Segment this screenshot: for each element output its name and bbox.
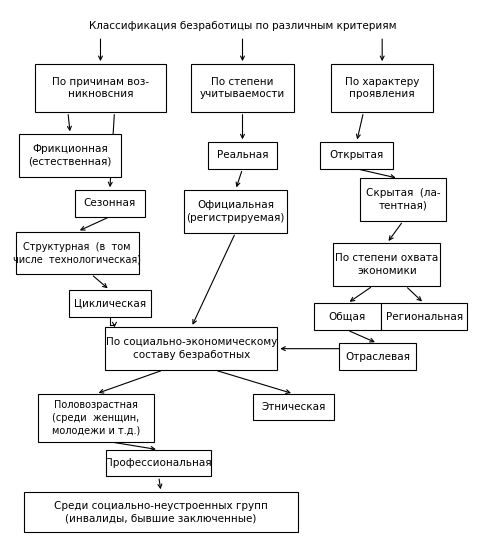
- Text: Отраслевая: Отраслевая: [344, 352, 409, 362]
- FancyBboxPatch shape: [333, 243, 439, 286]
- FancyBboxPatch shape: [24, 492, 298, 532]
- Text: Сезонная: Сезонная: [84, 198, 136, 209]
- Text: Профессиональная: Профессиональная: [105, 458, 212, 468]
- FancyBboxPatch shape: [15, 231, 138, 274]
- Text: Циклическая: Циклическая: [74, 299, 146, 308]
- FancyBboxPatch shape: [330, 64, 433, 112]
- Text: Официальная
(регистрируемая): Официальная (регистрируемая): [186, 200, 284, 223]
- Text: Этническая: Этническая: [261, 402, 325, 412]
- FancyBboxPatch shape: [253, 394, 334, 420]
- Text: По степени охвата
экономики: По степени охвата экономики: [334, 254, 438, 276]
- Text: Структурная  (в  том
числе  технологическая): Структурная (в том числе технологическая…: [13, 242, 141, 264]
- Text: По степени
учитываемости: По степени учитываемости: [199, 77, 285, 99]
- Text: Открытая: Открытая: [329, 150, 383, 161]
- Text: По причинам воз-
никновсния: По причинам воз- никновсния: [52, 77, 149, 99]
- FancyBboxPatch shape: [106, 450, 211, 476]
- FancyBboxPatch shape: [105, 327, 277, 370]
- Text: Общая: Общая: [328, 312, 365, 322]
- FancyBboxPatch shape: [75, 190, 144, 217]
- Text: Фрикционная
(естественная): Фрикционная (естественная): [29, 144, 112, 167]
- FancyBboxPatch shape: [69, 290, 150, 317]
- FancyBboxPatch shape: [191, 64, 293, 112]
- FancyBboxPatch shape: [320, 142, 392, 169]
- FancyBboxPatch shape: [380, 304, 466, 330]
- Text: Региональная: Региональная: [385, 312, 462, 322]
- FancyBboxPatch shape: [313, 304, 380, 330]
- FancyBboxPatch shape: [19, 134, 121, 177]
- Text: Скрытая  (ла-
тентная): Скрытая (ла- тентная): [365, 188, 439, 211]
- FancyBboxPatch shape: [38, 394, 154, 442]
- Text: Классификация безработицы по различным критериям: Классификация безработицы по различным к…: [89, 21, 395, 30]
- Text: Среди социально-неустроенных групп
(инвалиды, бывшие заключенные): Среди социально-неустроенных групп (инва…: [54, 501, 267, 523]
- Text: По социально-экономическому
составу безработных: По социально-экономическому составу безр…: [106, 337, 276, 360]
- Text: Реальная: Реальная: [216, 150, 268, 161]
- Text: Половозрастная
(среди  женщин,
молодежи и т.д.): Половозрастная (среди женщин, молодежи и…: [52, 400, 140, 435]
- FancyBboxPatch shape: [207, 142, 277, 169]
- FancyBboxPatch shape: [35, 64, 166, 112]
- Text: По характеру
проявления: По характеру проявления: [344, 77, 419, 99]
- FancyBboxPatch shape: [184, 190, 286, 232]
- FancyBboxPatch shape: [338, 343, 415, 370]
- FancyBboxPatch shape: [359, 178, 445, 221]
